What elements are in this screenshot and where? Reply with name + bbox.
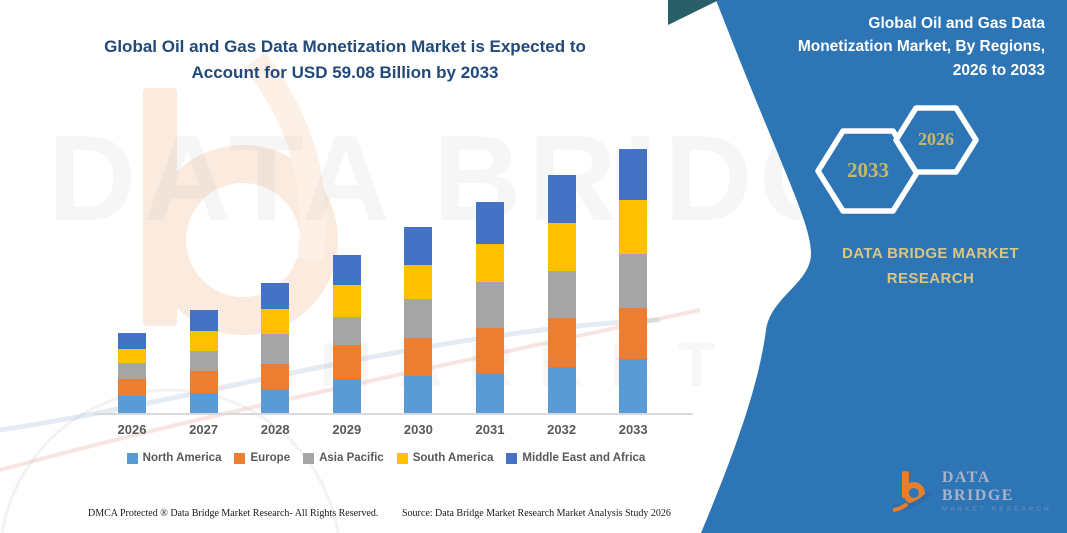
watermark-swoosh-2 bbox=[0, 308, 701, 472]
bar-segment-asia-pacific-2030 bbox=[404, 299, 433, 339]
bar-segment-europe-2029 bbox=[332, 345, 361, 379]
legend-swatch bbox=[303, 452, 315, 464]
legend-swatch bbox=[396, 452, 408, 464]
bar-segment-south-america-2032 bbox=[547, 223, 576, 272]
x-axis-line bbox=[93, 413, 693, 415]
bar-segment-europe-2033 bbox=[619, 307, 648, 360]
legend-label: North America bbox=[142, 452, 222, 464]
bar-segment-asia-pacific-2027 bbox=[189, 351, 218, 371]
databridge-logo-icon bbox=[893, 471, 932, 512]
databridge-logo: DATA BRIDGE MARKET RESEARCH bbox=[893, 468, 1067, 514]
bar-segment-europe-2032 bbox=[547, 318, 576, 367]
bar-segment-asia-pacific-2026 bbox=[118, 362, 146, 380]
legend-swatch bbox=[126, 452, 138, 464]
bar-segment-asia-pacific-2028 bbox=[261, 333, 290, 364]
x-axis-label-2033: 2033 bbox=[618, 422, 648, 437]
chart-legend: North America Europe Asia Pacific South Ame… bbox=[80, 452, 692, 464]
bar-segment-middle-east-and-africa-2031 bbox=[476, 201, 504, 245]
footer-dmca-text: DMCA Protected ® Data Bridge Market Rese… bbox=[88, 508, 379, 519]
corner-teal-triangle bbox=[668, 0, 719, 25]
legend-label: Europe bbox=[250, 452, 291, 464]
x-axis-label-2028: 2028 bbox=[260, 422, 290, 437]
bar-segment-south-america-2028 bbox=[261, 308, 290, 334]
bar-segment-europe-2026 bbox=[118, 379, 146, 396]
bar-segment-south-america-2029 bbox=[332, 285, 361, 317]
bar-segment-asia-pacific-2029 bbox=[332, 316, 361, 346]
bar-segment-north-america-2032 bbox=[547, 366, 576, 413]
x-axis-label-2029: 2029 bbox=[332, 422, 362, 437]
x-axis-label-2027: 2027 bbox=[189, 422, 219, 437]
side-panel-title: Global Oil and Gas Data Monetization Mar… bbox=[797, 15, 1045, 79]
legend-label: Asia Pacific bbox=[319, 452, 384, 464]
bar-segment-asia-pacific-2033 bbox=[619, 253, 648, 308]
legend-item-north-america: North America bbox=[126, 452, 222, 464]
bar-segment-middle-east-and-africa-2026 bbox=[118, 333, 146, 350]
bar-segment-europe-2028 bbox=[261, 363, 290, 389]
legend-label: Middle East and Africa bbox=[522, 452, 646, 464]
x-axis-label-2032: 2032 bbox=[547, 422, 577, 437]
legend-item-europe: Europe bbox=[234, 452, 290, 464]
bar-segment-asia-pacific-2032 bbox=[547, 271, 576, 319]
bar-segment-north-america-2030 bbox=[404, 376, 433, 413]
bar-segment-north-america-2031 bbox=[476, 372, 504, 413]
hexagon-year-2026: 2026 bbox=[918, 129, 954, 149]
logo-brand-text: DATA BRIDGE bbox=[941, 468, 1014, 504]
bar-segment-north-america-2028 bbox=[261, 388, 290, 413]
bar-segment-south-america-2033 bbox=[619, 199, 648, 254]
legend-label: South America bbox=[412, 452, 494, 464]
bar-segment-north-america-2033 bbox=[619, 359, 648, 413]
x-axis-label-2026: 2026 bbox=[117, 422, 147, 437]
bar-segment-middle-east-and-africa-2030 bbox=[404, 227, 433, 265]
bar-segment-south-america-2027 bbox=[189, 330, 218, 352]
bar-segment-middle-east-and-africa-2033 bbox=[619, 148, 648, 200]
legend-swatch bbox=[506, 452, 518, 464]
bar-segment-middle-east-and-africa-2028 bbox=[261, 282, 290, 309]
bar-segment-middle-east-and-africa-2027 bbox=[189, 310, 218, 331]
x-axis-label-2030: 2030 bbox=[403, 422, 433, 437]
bar-segment-north-america-2026 bbox=[118, 395, 146, 413]
bar-segment-asia-pacific-2031 bbox=[476, 282, 504, 328]
bar-segment-south-america-2026 bbox=[118, 349, 146, 363]
bar-segment-europe-2027 bbox=[189, 370, 218, 394]
legend-swatch bbox=[234, 452, 246, 464]
hexagon-year-2033: 2033 bbox=[847, 158, 889, 182]
logo-tagline-text: MARKET RESEARCH bbox=[941, 506, 1052, 514]
bar-segment-middle-east-and-africa-2032 bbox=[547, 174, 576, 223]
bar-segment-europe-2031 bbox=[476, 327, 504, 373]
watermark-circle bbox=[0, 388, 340, 533]
side-panel-blue-shape bbox=[701, 0, 1067, 533]
footer-source-text: Source: Data Bridge Market Research Mark… bbox=[402, 508, 671, 519]
watermark-swoosh-1 bbox=[244, 52, 326, 262]
chart-title: Global Oil and Gas Data Monetization Mar… bbox=[104, 37, 586, 83]
legend-item-middle-east-and-africa: Middle East and Africa bbox=[506, 452, 645, 464]
bar-segment-north-america-2029 bbox=[332, 378, 361, 413]
bar-segment-south-america-2031 bbox=[476, 244, 504, 283]
legend-item-asia-pacific: Asia Pacific bbox=[303, 452, 384, 464]
bar-segment-north-america-2027 bbox=[189, 393, 218, 413]
bar-segment-middle-east-and-africa-2029 bbox=[332, 254, 361, 286]
hexagon-2026 bbox=[893, 105, 979, 175]
legend-item-south-america: South America bbox=[396, 452, 494, 464]
bar-segment-europe-2030 bbox=[404, 338, 433, 377]
side-panel-brand-text: DATA BRIDGE MARKET RESEARCH bbox=[842, 245, 1019, 287]
year-hexagons bbox=[815, 105, 979, 214]
bar-segment-south-america-2030 bbox=[404, 264, 433, 300]
x-axis-label-2031: 2031 bbox=[475, 422, 505, 437]
